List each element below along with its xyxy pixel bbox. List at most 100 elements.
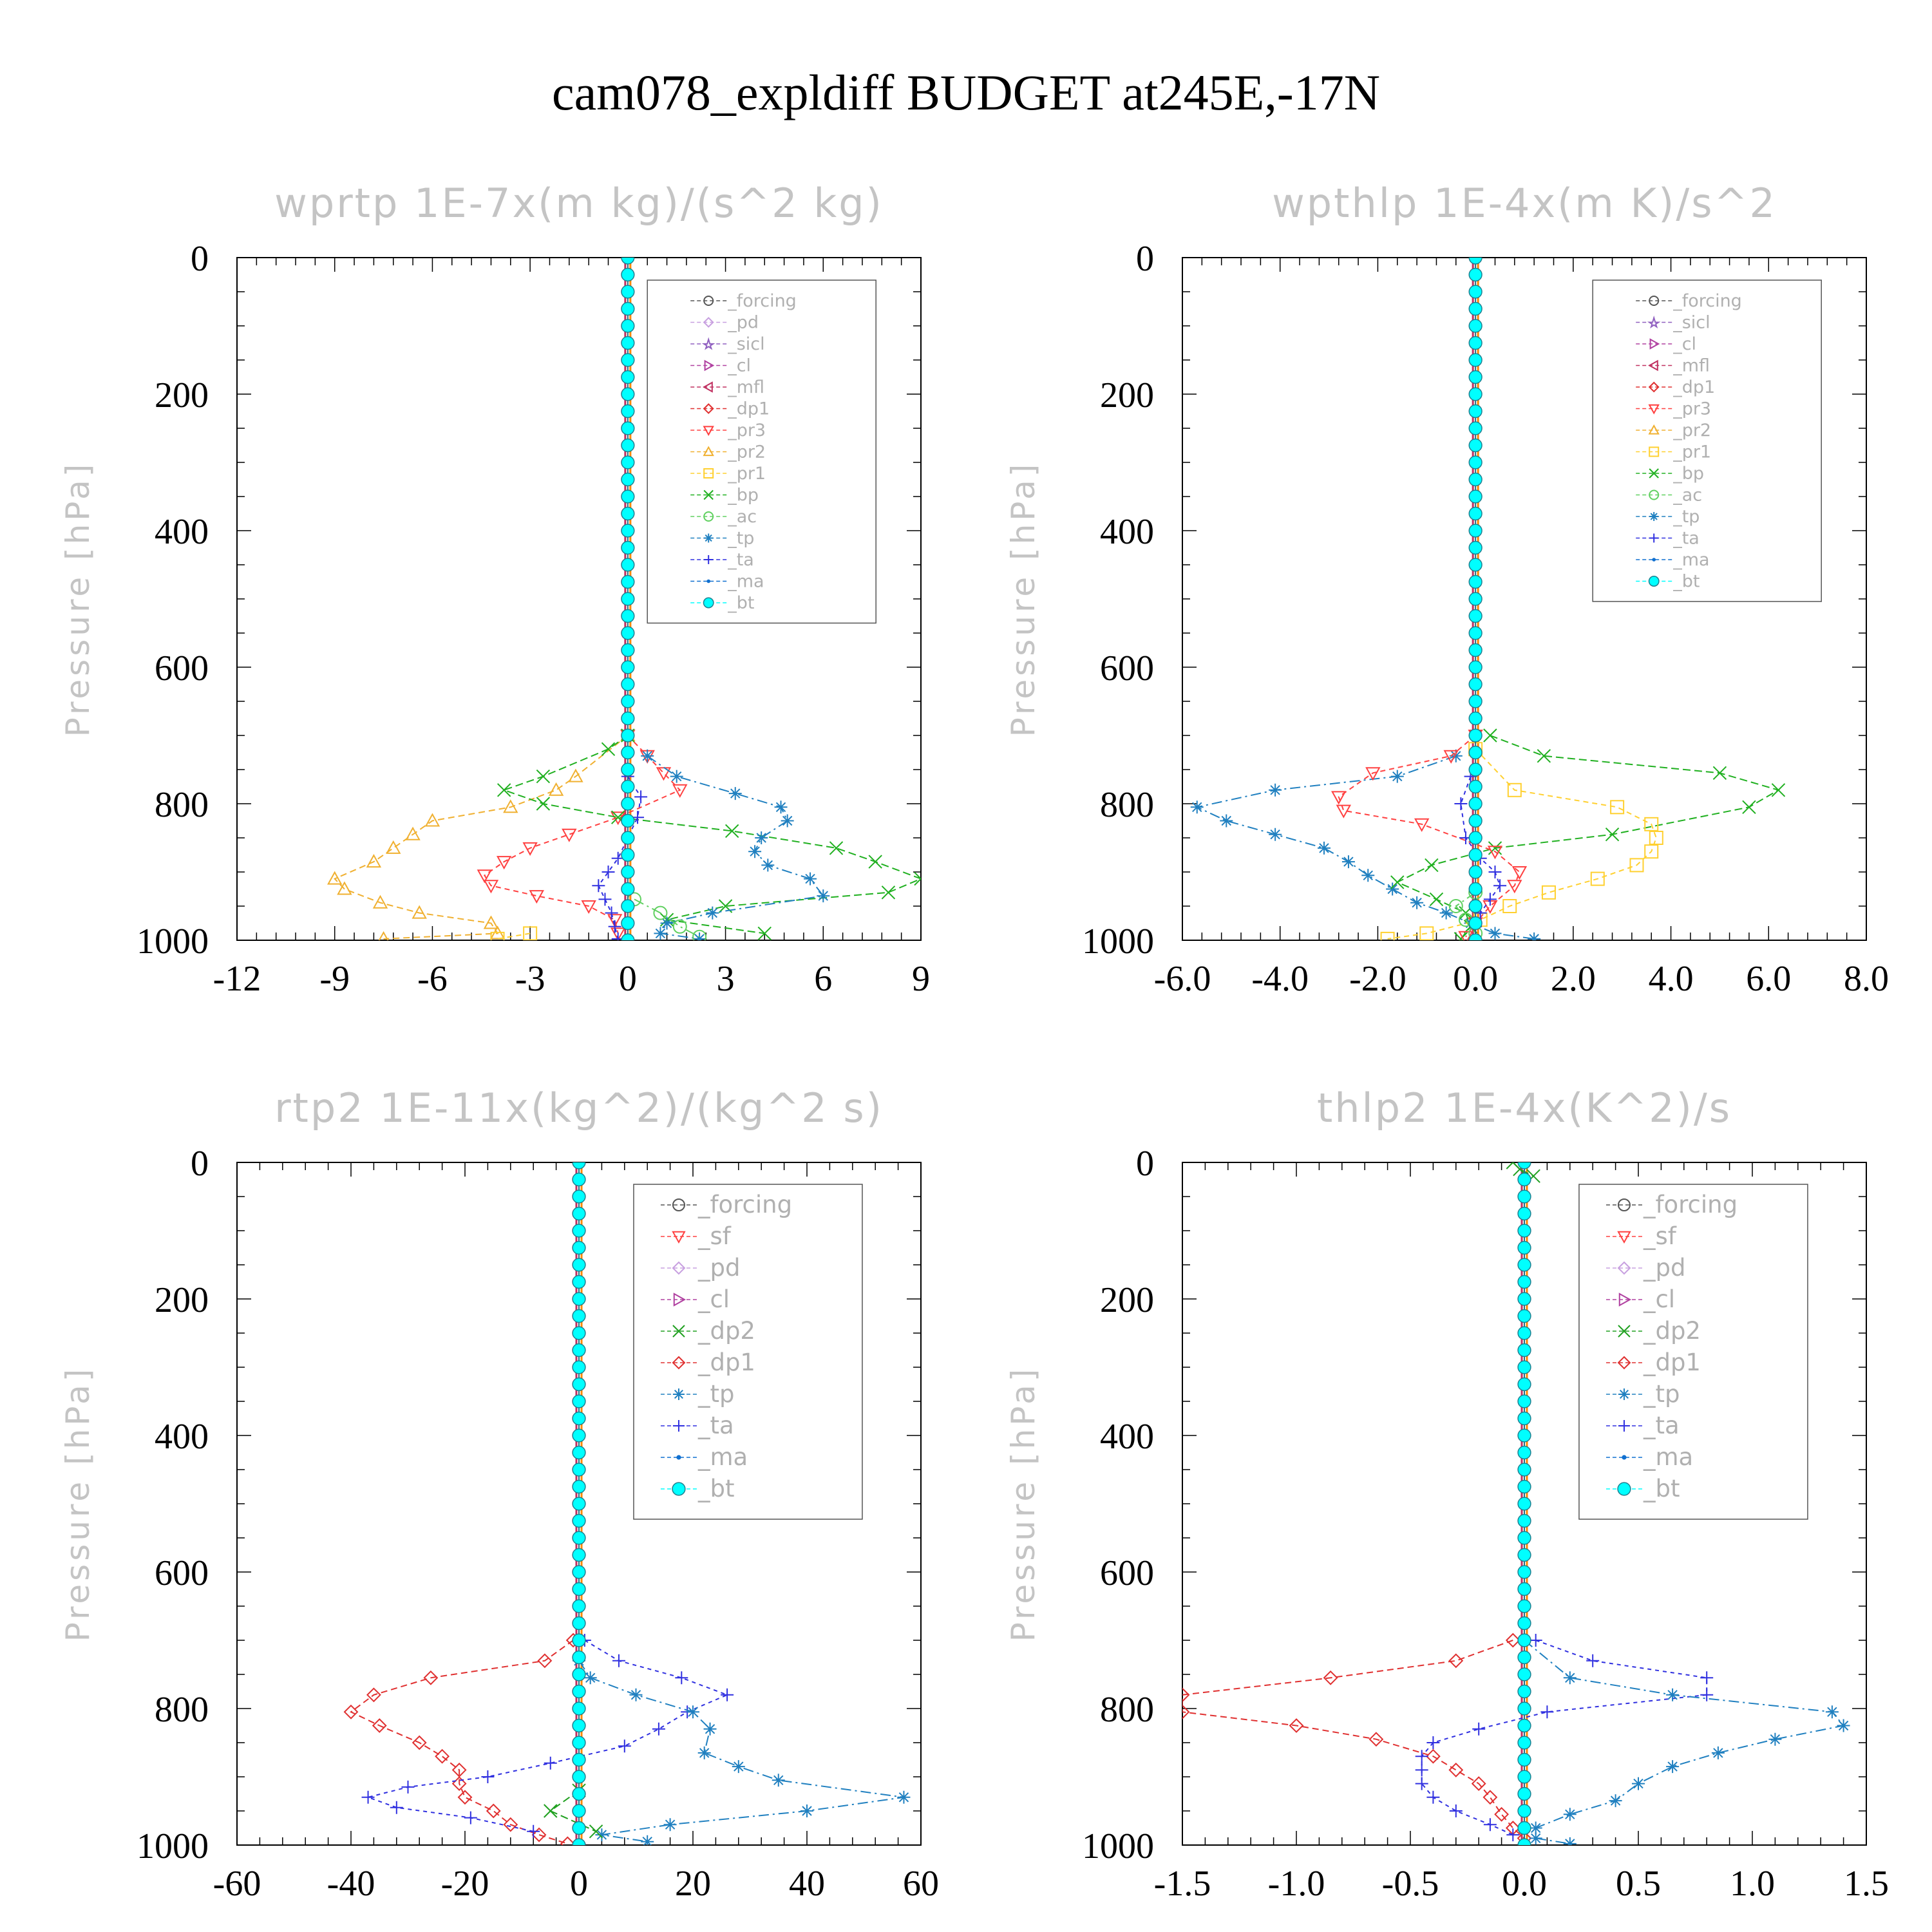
series-tp-point	[761, 858, 775, 872]
series-bt-point	[621, 472, 635, 487]
series-ta-point	[1426, 1790, 1440, 1804]
series-bt-point	[1468, 797, 1482, 811]
legend-label: _mfl	[1672, 356, 1710, 376]
series-bt-point	[1517, 1770, 1531, 1784]
legend-label: _dp1	[697, 1349, 755, 1376]
series-bt-point	[621, 797, 635, 811]
series-pr3-point	[1487, 846, 1503, 860]
series-bt-point	[1468, 421, 1482, 435]
series-bt-point	[621, 592, 635, 606]
series-pr3-point	[1331, 791, 1347, 805]
series-ta-point	[481, 1770, 495, 1783]
panels: wprtp 1E-7x(m kg)/(s^2 kg) Pressure [hPa]…	[59, 180, 1889, 1904]
series-tp-point	[1386, 882, 1399, 896]
series-bt-point	[1517, 1445, 1531, 1460]
series-bt-point	[572, 1513, 586, 1528]
series-tp-point	[663, 1818, 677, 1832]
y-tick-label: 400	[1100, 512, 1154, 552]
series-tp-point	[804, 872, 817, 886]
x-tick-label: 1.0	[1730, 1864, 1775, 1904]
legend-label: _tp	[697, 1380, 735, 1408]
series-bt-point	[572, 1206, 586, 1221]
series-ac-point	[1448, 899, 1463, 913]
series-ta-point	[605, 906, 618, 920]
series-ta-point	[401, 1780, 415, 1794]
series-ta-point	[1426, 1736, 1440, 1749]
series-bt-point	[572, 1360, 586, 1374]
series-bt-point	[1517, 1616, 1531, 1631]
series-dp1-point	[1323, 1670, 1338, 1685]
series-bt-point	[1517, 1821, 1531, 1835]
series-bt-point	[1517, 1701, 1531, 1716]
series-bt-point	[621, 421, 635, 435]
series-ta-point	[598, 893, 612, 906]
series-bp-point	[1537, 749, 1551, 763]
series-bt-point	[572, 1189, 586, 1204]
series-bt-point	[1468, 609, 1482, 623]
series-tp-point	[800, 1804, 813, 1817]
panel-1: wprtp 1E-7x(m kg)/(s^2 kg) Pressure [hPa]…	[59, 180, 930, 999]
series-bt-point	[621, 848, 635, 862]
x-tick-label: 2.0	[1551, 959, 1596, 999]
series-bt-point	[1517, 1189, 1531, 1204]
series-bt-point	[1517, 1377, 1531, 1392]
y-tick-label: 400	[1100, 1417, 1154, 1457]
series-bt-point	[621, 455, 635, 469]
legend-swatch-marker	[1652, 558, 1656, 562]
x-tick-label: 3	[717, 959, 735, 999]
series-bt-point	[1468, 626, 1482, 640]
series-pr3-point	[522, 842, 538, 856]
series-bt-point	[1517, 1838, 1531, 1845]
y-tick-label: 600	[1100, 649, 1154, 688]
series-bt-point	[1517, 1463, 1531, 1477]
series-bt-point	[1468, 745, 1482, 760]
series-tp-point	[1269, 783, 1282, 797]
series-dp1-point	[1182, 1704, 1190, 1719]
series-bt-point	[1517, 1343, 1531, 1358]
series-bt-point	[1468, 301, 1482, 316]
series-bt-point	[572, 1497, 586, 1511]
x-tick-label: -60	[213, 1864, 261, 1904]
series-bt-point	[1517, 1718, 1531, 1733]
series-bt-point	[1468, 353, 1482, 367]
series-bt-point	[1468, 762, 1482, 777]
series-tp-point	[1488, 927, 1502, 940]
series-bt-point	[1517, 1162, 1531, 1170]
series-ta-point	[1540, 1705, 1554, 1719]
series-bt-point	[621, 933, 635, 940]
series-bp-point	[881, 886, 896, 900]
legend-swatch-marker	[1647, 316, 1661, 328]
series-bp-point	[1483, 728, 1497, 743]
legend-label: _cl	[727, 356, 751, 376]
series-pr1-point	[1507, 782, 1522, 797]
legend-swatch-marker	[1649, 512, 1659, 521]
panel-4: thlp2 1E-4x(K^2)/s Pressure [hPa] -1.5 -1.0…	[1005, 1084, 1889, 1904]
series-bt-point	[572, 1821, 586, 1835]
series-ta-point	[1529, 1634, 1542, 1647]
series-bt-point	[1468, 285, 1482, 299]
series-bt-point	[621, 899, 635, 913]
series-ta-point	[634, 790, 648, 804]
series-ta-point	[1415, 1777, 1428, 1790]
series-bt-point	[1468, 813, 1482, 828]
series-bt-point	[572, 1616, 586, 1631]
series-bt-point	[621, 558, 635, 572]
series-bt-point	[1517, 1274, 1531, 1289]
legend-swatch-marker	[1617, 1198, 1631, 1211]
panel-title: wprtp 1E-7x(m kg)/(s^2 kg)	[274, 180, 884, 227]
x-tick-label: -2.0	[1349, 959, 1406, 999]
series-dp1-point	[1289, 1718, 1304, 1733]
series-pr1-point	[1502, 899, 1517, 913]
y-tick-label: 200	[1100, 1280, 1154, 1320]
legend-label: _ta	[1643, 1412, 1680, 1439]
series-tp-point	[1220, 814, 1233, 828]
series-bt-point	[1468, 694, 1482, 708]
series-bt-point	[1517, 1684, 1531, 1699]
x-tick-label: -3	[515, 959, 545, 999]
series-bp-point	[1429, 892, 1444, 907]
series-ta-point	[1483, 893, 1497, 906]
series-bt-point	[572, 1377, 586, 1392]
series-pr1-point	[1629, 858, 1644, 873]
legend-swatch-marker	[1618, 1420, 1630, 1432]
